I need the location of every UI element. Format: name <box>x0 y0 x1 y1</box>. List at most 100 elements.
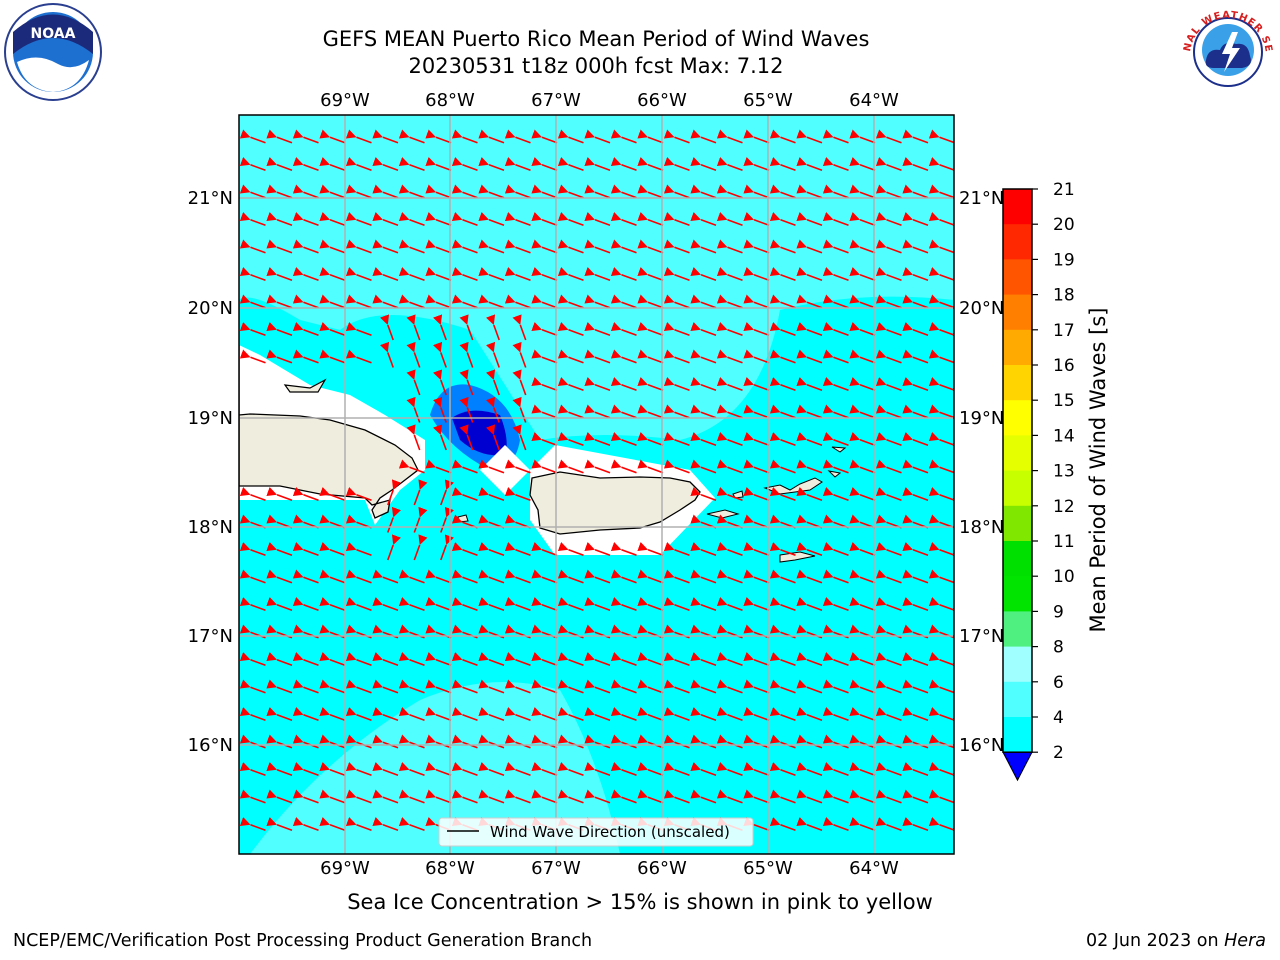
wind-wave-arrow <box>796 432 823 446</box>
lat-label-left: 17°N <box>188 626 233 647</box>
wind-wave-arrow <box>743 597 770 611</box>
wind-wave-arrow <box>372 817 399 831</box>
wind-wave-arrow <box>292 184 319 199</box>
wind-wave-arrow <box>928 267 954 281</box>
colorbar-segment <box>1003 470 1032 507</box>
wind-wave-arrow <box>451 597 478 611</box>
wind-wave-arrow <box>690 129 717 144</box>
wind-wave-arrow <box>849 267 876 281</box>
wind-wave-arrow <box>637 267 664 281</box>
wind-wave-arrow <box>875 459 902 474</box>
wind-wave-arrow <box>292 487 319 501</box>
lon-label-bottom: 64°W <box>849 858 899 879</box>
wind-wave-arrow <box>345 679 372 694</box>
wind-wave-arrow <box>875 404 902 419</box>
wind-wave-arrow <box>504 624 531 639</box>
wind-wave-arrow <box>292 789 319 804</box>
wind-wave-arrow <box>531 267 558 281</box>
wind-wave-arrow <box>266 267 293 281</box>
wind-wave-arrow <box>610 432 637 446</box>
wind-wave-arrow <box>486 396 500 423</box>
wind-wave-arrow <box>292 542 319 556</box>
lat-label-right: 19°N <box>959 408 1004 429</box>
wind-wave-arrow <box>239 679 266 694</box>
wind-wave-arrow <box>637 322 664 336</box>
wind-wave-arrow <box>557 377 584 391</box>
wind-wave-arrow <box>902 679 929 694</box>
wind-wave-arrow <box>610 322 637 336</box>
wind-wave-arrow <box>504 267 531 281</box>
wind-wave-arrow <box>504 294 531 309</box>
wind-wave-arrow <box>531 294 558 309</box>
wind-wave-arrow <box>796 184 823 199</box>
wind-wave-arrow <box>716 294 743 309</box>
wind-wave-arrow <box>239 267 266 281</box>
wind-wave-arrow <box>663 377 690 391</box>
wind-wave-arrow <box>266 652 293 666</box>
colorbar-tick-label: 16 <box>1053 356 1075 376</box>
wind-wave-arrow <box>875 624 902 639</box>
wind-wave-arrow <box>584 679 611 694</box>
wind-wave-arrow <box>557 707 584 721</box>
wind-wave-arrow <box>345 184 372 199</box>
wind-wave-arrow <box>849 322 876 336</box>
colorbar-tick-label: 18 <box>1053 286 1075 306</box>
wind-wave-arrow <box>769 377 796 391</box>
wind-wave-arrow <box>875 569 902 584</box>
lon-label-top: 65°W <box>743 90 793 111</box>
wind-wave-arrow <box>584 184 611 199</box>
wind-wave-arrow <box>902 212 929 226</box>
wind-wave-arrow <box>849 817 876 831</box>
wind-wave-arrow <box>398 267 425 281</box>
colorbar-segment <box>1003 611 1032 648</box>
wind-wave-arrow <box>928 349 954 364</box>
wind-wave-arrow <box>637 569 664 584</box>
wind-wave-arrow <box>849 459 876 474</box>
wind-wave-arrow <box>769 157 796 171</box>
wind-wave-arrow <box>584 789 611 804</box>
wind-wave-arrow <box>610 597 637 611</box>
wind-wave-arrow <box>690 377 717 391</box>
colorbar-tick-label: 11 <box>1053 532 1075 552</box>
lat-label-right: 20°N <box>959 298 1004 319</box>
colorbar-tick-label: 2 <box>1053 743 1064 763</box>
chart-subtitle: 20230531 t18z 000h fcst Max: 7.12 <box>408 54 784 78</box>
wind-wave-arrow <box>398 817 425 831</box>
wind-wave-arrow <box>292 294 319 309</box>
colorbar-tick-label: 12 <box>1053 497 1075 517</box>
wind-wave-arrow <box>266 679 293 694</box>
wind-wave-arrow <box>478 212 505 226</box>
wind-wave-arrow <box>928 789 954 804</box>
wind-wave-arrow <box>531 707 558 721</box>
wind-wave-arrow <box>557 404 584 419</box>
wind-wave-arrow <box>769 294 796 309</box>
wind-wave-arrow <box>557 762 584 776</box>
wind-wave-arrow <box>875 707 902 721</box>
wind-wave-arrow <box>743 349 770 364</box>
wind-wave-arrow <box>584 652 611 666</box>
wind-wave-arrow <box>398 679 425 694</box>
footer-date: 02 Jun 2023 on Hera <box>1086 931 1266 951</box>
colorbar: 21 20 19 18 17 16 15 14 13 12 11 10 9 8 6 4 2 <box>1002 180 1075 782</box>
wind-wave-arrow <box>557 294 584 309</box>
wind-wave-arrow <box>266 184 293 199</box>
wind-wave-arrow <box>372 652 399 666</box>
wind-wave-arrow <box>822 239 849 254</box>
wind-wave-arrow <box>716 542 743 556</box>
colorbar-tick-label: 21 <box>1053 180 1075 200</box>
wind-wave-arrow <box>266 294 293 309</box>
colorbar-segment <box>1003 189 1032 225</box>
wind-wave-arrow <box>849 377 876 391</box>
wind-wave-arrow <box>512 424 527 451</box>
wind-wave-arrow <box>849 129 876 144</box>
sea-ice-note: Sea Ice Concentration > 15% is shown in … <box>347 890 933 914</box>
wind-wave-arrow <box>478 267 505 281</box>
lon-label-top: 64°W <box>849 90 899 111</box>
colorbar-segment <box>1003 717 1032 753</box>
colorbar-segment <box>1003 294 1032 331</box>
lon-label-top: 69°W <box>320 90 370 111</box>
wind-wave-arrow <box>716 267 743 281</box>
wind-wave-arrow <box>433 424 447 451</box>
wind-wave-arrow <box>531 184 558 199</box>
